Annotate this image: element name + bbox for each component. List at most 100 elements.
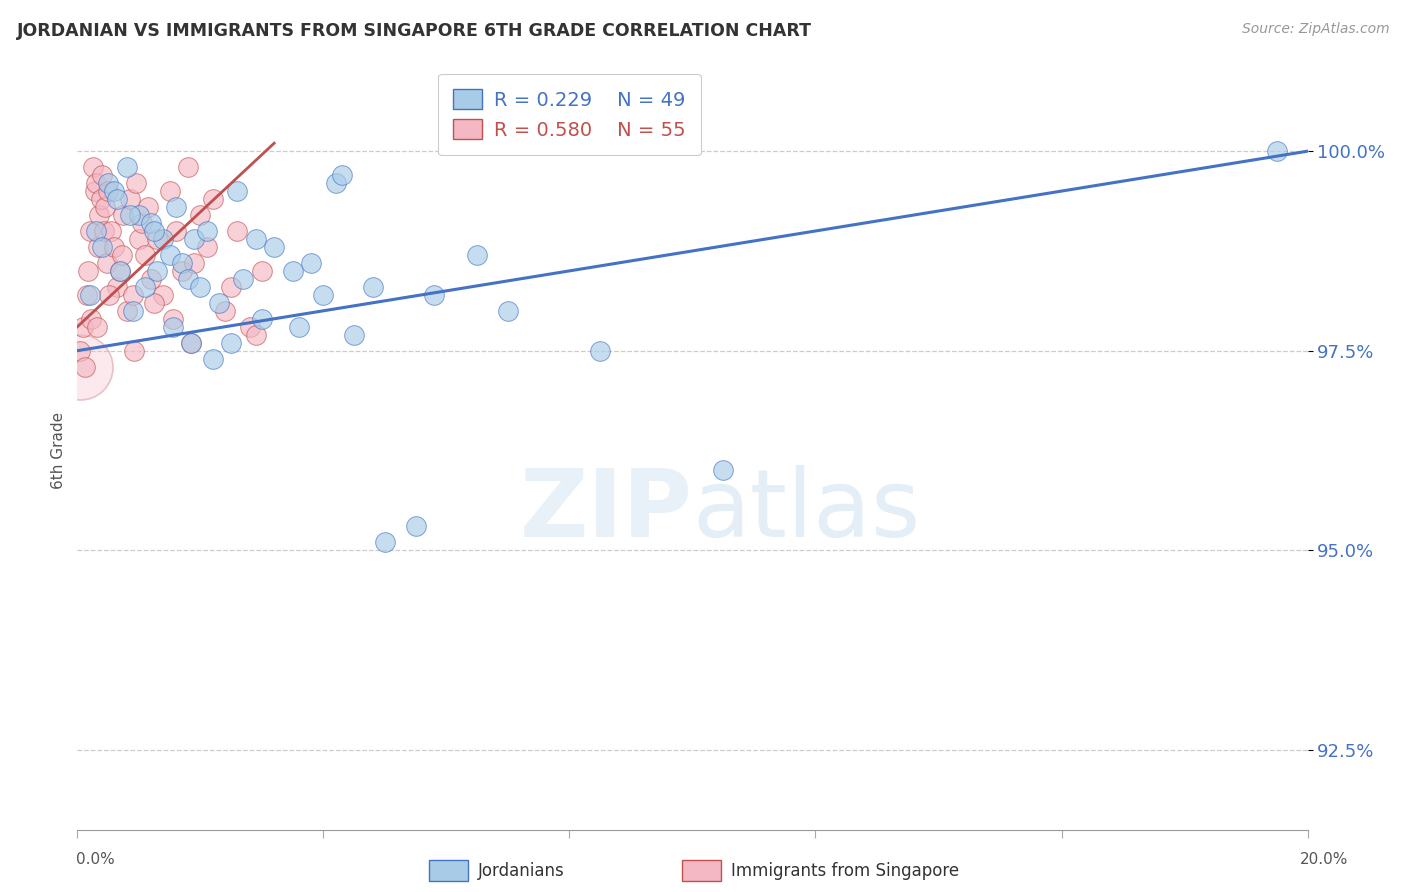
Point <box>170 256 193 270</box>
Point <box>103 240 125 254</box>
Point <box>162 311 184 326</box>
Point <box>180 335 202 350</box>
Point <box>165 224 187 238</box>
Text: JORDANIAN VS IMMIGRANTS FROM SINGAPORE 6TH GRADE CORRELATION CHART: JORDANIAN VS IMMIGRANTS FROM SINGAPORE 6… <box>17 22 811 40</box>
Point <box>98 288 121 302</box>
Point <box>72 319 94 334</box>
Point <box>250 311 273 326</box>
Point <box>465 248 488 262</box>
Point <box>82 160 104 174</box>
Point <box>77 264 100 278</box>
Point <box>312 288 335 302</box>
Point <box>330 168 353 182</box>
Point <box>125 176 148 190</box>
Point <box>208 295 231 310</box>
Point <box>239 319 262 334</box>
Point <box>79 224 101 238</box>
Point <box>281 264 304 278</box>
Point <box>146 264 169 278</box>
Point <box>97 184 120 198</box>
Legend: R = 0.229    N = 49, R = 0.580    N = 55: R = 0.229 N = 49, R = 0.580 N = 55 <box>437 73 702 155</box>
Point <box>405 519 427 533</box>
Point <box>121 288 143 302</box>
Point <box>180 335 202 350</box>
Point <box>219 280 242 294</box>
Point <box>361 280 384 294</box>
Point <box>93 224 115 238</box>
Point <box>84 224 107 238</box>
Point <box>86 240 108 254</box>
Point <box>146 232 169 246</box>
Point <box>711 463 734 477</box>
Point <box>76 288 98 302</box>
Point <box>134 248 156 262</box>
Point <box>374 535 396 549</box>
Point <box>159 248 181 262</box>
Point <box>122 343 145 358</box>
Text: Immigrants from Singapore: Immigrants from Singapore <box>731 862 959 880</box>
Text: atlas: atlas <box>693 465 921 558</box>
Point <box>201 192 224 206</box>
Point <box>141 216 163 230</box>
Point <box>136 200 159 214</box>
Point <box>159 184 181 198</box>
Point <box>232 272 254 286</box>
Point <box>128 208 150 222</box>
Point <box>188 280 212 294</box>
Point <box>188 208 212 222</box>
Text: Jordanians: Jordanians <box>478 862 565 880</box>
Point <box>69 343 91 358</box>
Point <box>73 359 96 374</box>
Point <box>115 160 138 174</box>
Text: ZIP: ZIP <box>520 465 693 558</box>
Point <box>121 303 143 318</box>
Point <box>110 264 132 278</box>
Point <box>226 224 249 238</box>
Point <box>84 176 107 190</box>
Point <box>214 303 236 318</box>
Point <box>134 280 156 294</box>
Point <box>226 184 249 198</box>
Point <box>245 327 267 342</box>
Text: Source: ZipAtlas.com: Source: ZipAtlas.com <box>1241 22 1389 37</box>
Point <box>496 303 519 318</box>
Point <box>201 351 224 366</box>
Point <box>245 232 267 246</box>
Point <box>325 176 347 190</box>
Point <box>162 319 184 334</box>
Text: 20.0%: 20.0% <box>1301 852 1348 867</box>
Point <box>105 192 128 206</box>
Point <box>110 264 132 278</box>
Point <box>115 303 138 318</box>
Point <box>131 216 153 230</box>
Point <box>100 224 122 238</box>
Point <box>299 256 322 270</box>
Point <box>219 335 242 350</box>
Point <box>250 264 273 278</box>
Point <box>103 184 125 198</box>
Point <box>83 184 105 198</box>
Point <box>183 232 205 246</box>
Text: 0.0%: 0.0% <box>76 852 115 867</box>
Point <box>165 200 187 214</box>
Point <box>118 208 141 222</box>
Point <box>423 288 446 302</box>
Point <box>152 232 174 246</box>
Point <box>263 240 285 254</box>
Point <box>177 272 200 286</box>
Point <box>288 319 311 334</box>
Point <box>118 192 141 206</box>
Point <box>195 224 218 238</box>
Point <box>195 240 218 254</box>
Point <box>111 248 132 262</box>
Point <box>177 160 200 174</box>
Point <box>90 192 112 206</box>
Point <box>90 168 114 182</box>
Point <box>90 240 114 254</box>
Point <box>69 359 91 374</box>
Point <box>170 264 193 278</box>
Point <box>94 200 117 214</box>
Point <box>183 256 205 270</box>
Point <box>1265 144 1288 158</box>
Point <box>97 176 120 190</box>
